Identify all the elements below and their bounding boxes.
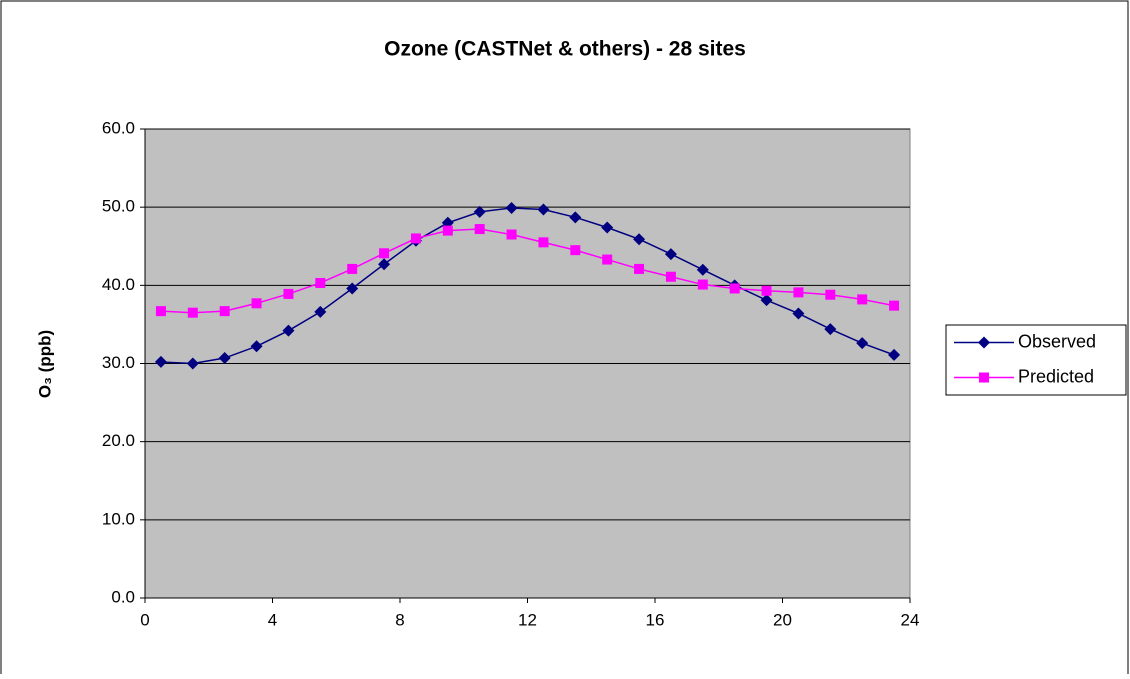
marker-diamond (378, 258, 391, 271)
marker-square (187, 307, 198, 318)
legend-box (945, 324, 1127, 396)
marker-diamond (250, 340, 263, 353)
marker-diamond (856, 337, 869, 350)
x-tick-label: 8 (395, 610, 404, 629)
marker-diamond (601, 221, 614, 234)
marker-square (761, 285, 772, 296)
marker-square (474, 224, 485, 235)
marker-square (634, 263, 645, 274)
marker-diamond (314, 305, 327, 318)
marker-square (315, 277, 326, 288)
marker-diamond (282, 324, 295, 337)
y-axis-label: O₃ (ppb) (35, 330, 54, 398)
marker-square (602, 254, 613, 265)
marker-square (283, 288, 294, 299)
marker-square (347, 263, 358, 274)
y-tick-label: 20.0 (102, 431, 135, 450)
x-tick-label: 12 (518, 610, 537, 629)
marker-square (570, 245, 581, 256)
marker-diamond (792, 307, 805, 320)
marker-square (697, 279, 708, 290)
marker-square (538, 237, 549, 248)
marker-diamond (633, 233, 646, 246)
marker-square (410, 233, 421, 244)
marker-square (825, 289, 836, 300)
marker-square (857, 294, 868, 305)
series-line (160, 228, 895, 314)
marker-diamond (888, 348, 901, 361)
y-tick-label: 30.0 (102, 353, 135, 372)
x-tick-label: 20 (773, 610, 792, 629)
marker-square (219, 306, 230, 317)
marker-square (506, 229, 517, 240)
marker-square (729, 283, 740, 294)
y-tick-label: 60.0 (102, 118, 135, 137)
marker-diamond (569, 211, 582, 224)
x-tick-label: 4 (268, 610, 277, 629)
x-tick-label: 16 (646, 610, 665, 629)
chart-title: Ozone (CASTNet & others) - 28 sites (384, 38, 746, 61)
marker-diamond (505, 201, 518, 214)
marker-square (665, 271, 676, 282)
y-tick-label: 0.0 (111, 587, 135, 606)
marker-diamond (186, 357, 199, 370)
x-tick-label: 24 (901, 610, 920, 629)
marker-square (979, 372, 989, 383)
legend-label: Observed (1018, 331, 1096, 351)
marker-diamond (473, 205, 486, 218)
marker-square (379, 248, 390, 259)
marker-diamond (664, 248, 677, 261)
series-line (160, 207, 895, 365)
marker-square (442, 225, 453, 236)
marker-diamond (978, 336, 990, 349)
marker-square (793, 287, 804, 298)
marker-diamond (218, 352, 231, 365)
y-tick-label: 10.0 (102, 509, 135, 528)
y-tick-label: 40.0 (102, 275, 135, 294)
marker-diamond (154, 355, 167, 368)
marker-square (889, 300, 900, 311)
x-tick-label: 0 (140, 610, 149, 629)
marker-square (155, 306, 166, 317)
marker-diamond (760, 294, 773, 307)
marker-diamond (824, 323, 837, 336)
marker-diamond (346, 282, 359, 295)
legend-label: Predicted (1018, 366, 1094, 386)
marker-square (251, 298, 262, 309)
y-tick-label: 50.0 (102, 197, 135, 216)
marker-diamond (537, 203, 550, 216)
marker-diamond (696, 263, 709, 276)
